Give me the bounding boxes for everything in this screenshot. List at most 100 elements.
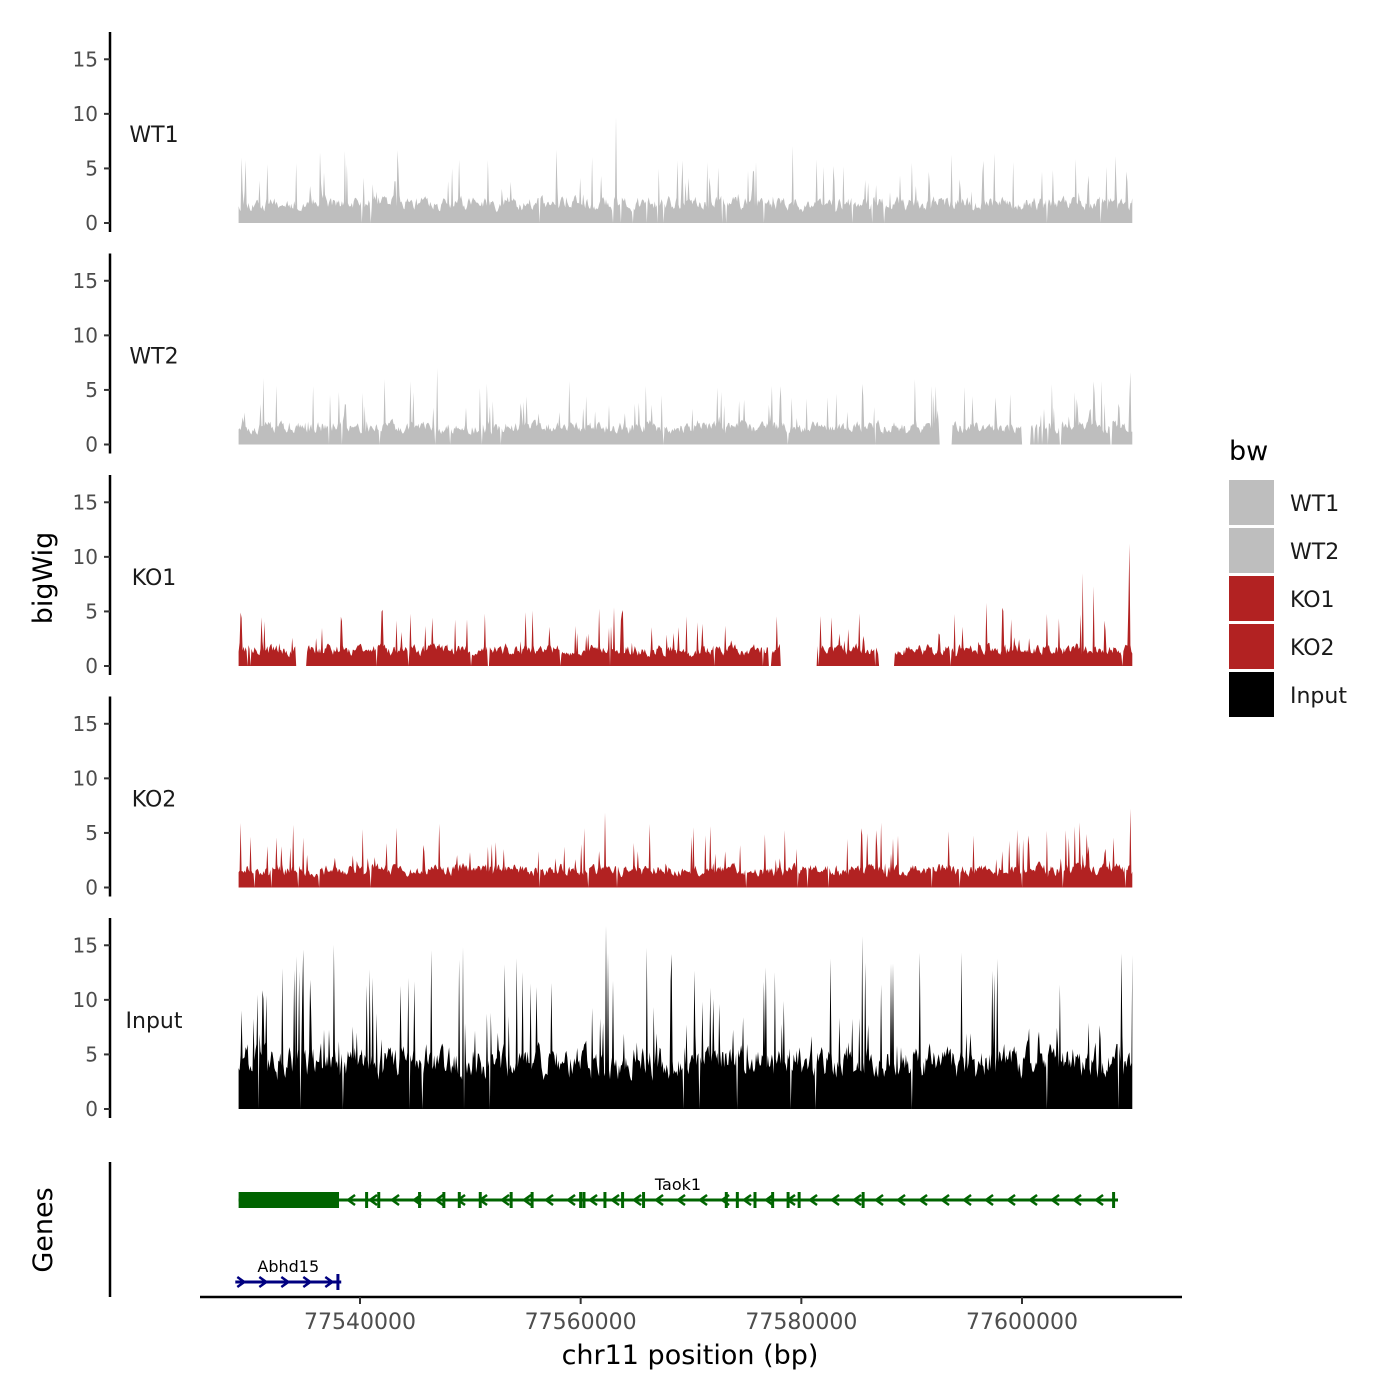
strand-arrow bbox=[324, 1275, 335, 1289]
strand-arrow bbox=[631, 1193, 642, 1207]
legend-key-ko1 bbox=[1229, 576, 1274, 621]
y-tick-label: 0 bbox=[85, 654, 98, 678]
y-tick-label: 10 bbox=[73, 323, 98, 347]
gene-exon bbox=[603, 1192, 607, 1208]
y-tick-label: 5 bbox=[85, 156, 98, 180]
y-axis-title: bigWig bbox=[28, 532, 59, 625]
y-tick-label: 10 bbox=[73, 102, 98, 126]
strand-arrow bbox=[236, 1275, 247, 1289]
y-tick-label: 0 bbox=[85, 876, 98, 900]
y-tick-label: 0 bbox=[85, 211, 98, 235]
strand-arrow bbox=[345, 1193, 356, 1207]
gene-exon bbox=[771, 1192, 775, 1208]
gene-exon bbox=[582, 1192, 586, 1208]
strand-arrow bbox=[829, 1193, 840, 1207]
strand-arrow bbox=[895, 1193, 906, 1207]
strand-arrow bbox=[785, 1193, 796, 1207]
gene-exon bbox=[579, 1192, 583, 1208]
gene-exon bbox=[735, 1192, 739, 1208]
legend-title: bw bbox=[1229, 436, 1268, 467]
x-tick-label: 77600000 bbox=[966, 1310, 1078, 1335]
coverage-area-ko1 bbox=[238, 543, 1133, 666]
legend-label-wt2: WT2 bbox=[1290, 540, 1339, 565]
strand-arrow bbox=[1027, 1193, 1038, 1207]
strand-arrow bbox=[433, 1193, 444, 1207]
gene-name-label: Abhd15 bbox=[257, 1257, 319, 1276]
y-tick-label: 15 bbox=[73, 269, 98, 293]
strand-arrow bbox=[917, 1193, 928, 1207]
strand-arrow bbox=[609, 1193, 620, 1207]
strand-arrow bbox=[477, 1193, 488, 1207]
strand-arrow bbox=[543, 1193, 554, 1207]
gene-exon bbox=[642, 1192, 646, 1208]
strand-arrow bbox=[367, 1193, 378, 1207]
gene-exon bbox=[442, 1192, 446, 1208]
strand-arrow bbox=[389, 1193, 400, 1207]
gene-taok1: Taok1 bbox=[238, 1175, 1119, 1208]
strand-arrow bbox=[873, 1193, 884, 1207]
gene-exon bbox=[365, 1192, 369, 1208]
y-tick-label: 10 bbox=[73, 766, 98, 790]
coverage-area-wt1 bbox=[238, 117, 1133, 223]
gene-abhd15: Abhd15 bbox=[235, 1257, 342, 1290]
legend-label-wt1: WT1 bbox=[1290, 492, 1339, 517]
strand-arrow bbox=[499, 1193, 510, 1207]
strand-arrow bbox=[1005, 1193, 1016, 1207]
gene-exon bbox=[336, 1274, 340, 1290]
strand-arrow bbox=[807, 1193, 818, 1207]
genes-axis-title: Genes bbox=[28, 1187, 59, 1272]
strand-arrow bbox=[280, 1275, 291, 1289]
x-tick-label: 77560000 bbox=[525, 1310, 637, 1335]
y-tick-label: 15 bbox=[73, 490, 98, 514]
x-axis-title: chr11 position (bp) bbox=[562, 1340, 819, 1371]
strand-arrow bbox=[258, 1275, 269, 1289]
track-input: 0 5 10 15 Input bbox=[73, 918, 1133, 1121]
y-tick-label: 10 bbox=[73, 988, 98, 1012]
coverage-area-wt2 bbox=[238, 368, 1133, 445]
gene-exon bbox=[1112, 1192, 1116, 1208]
coverage-area-input bbox=[238, 925, 1133, 1109]
gene-track: Taok1 Abhd15 bbox=[108, 1162, 1119, 1297]
y-tick-label: 15 bbox=[73, 712, 98, 736]
track-label: WT2 bbox=[129, 345, 178, 370]
y-tick-label: 5 bbox=[85, 821, 98, 845]
strand-arrow bbox=[587, 1193, 598, 1207]
legend: bw WT1 WT2 KO1 KO2 Input bbox=[1229, 436, 1347, 717]
legend-label-ko2: KO2 bbox=[1290, 636, 1335, 661]
gene-exon bbox=[418, 1192, 422, 1208]
y-tick-label: 0 bbox=[85, 1097, 98, 1121]
legend-label-ko1: KO1 bbox=[1290, 588, 1335, 613]
strand-arrow bbox=[411, 1193, 422, 1207]
legend-key-wt2 bbox=[1229, 528, 1274, 573]
track-label: KO1 bbox=[132, 566, 177, 591]
strand-arrow bbox=[763, 1193, 774, 1207]
track-label: Input bbox=[126, 1009, 183, 1034]
y-tick-label: 10 bbox=[73, 545, 98, 569]
strand-arrow bbox=[455, 1193, 466, 1207]
strand-arrow bbox=[675, 1193, 686, 1207]
gene-exon bbox=[753, 1192, 757, 1208]
y-tick-label: 5 bbox=[85, 599, 98, 623]
gene-exon bbox=[509, 1192, 513, 1208]
track-wt1: 0 5 10 15 WT1 bbox=[73, 32, 1133, 235]
gene-exon bbox=[530, 1192, 534, 1208]
gene-exon bbox=[377, 1192, 381, 1208]
track-ko2: 0 5 10 15 KO2 bbox=[73, 696, 1133, 900]
strand-arrow bbox=[521, 1193, 532, 1207]
strand-arrow bbox=[1093, 1193, 1104, 1207]
y-tick-label: 0 bbox=[85, 433, 98, 457]
x-axis: 77540000 77560000 77580000 77600000 bbox=[200, 1295, 1182, 1335]
strand-arrow bbox=[1049, 1193, 1060, 1207]
coverage-tracks: 0 5 10 15 WT1 0 5 10 15 WT2 0 5 10 15 KO1 0 5 10 15 KO2 0 5 10… bbox=[73, 32, 1133, 1121]
strand-arrow bbox=[1071, 1193, 1082, 1207]
y-tick-label: 5 bbox=[85, 1042, 98, 1066]
strand-arrow bbox=[719, 1193, 730, 1207]
strand-arrow bbox=[939, 1193, 950, 1207]
legend-label-input: Input bbox=[1290, 684, 1347, 709]
x-tick-label: 77540000 bbox=[304, 1310, 416, 1335]
track-wt2: 0 5 10 15 WT2 bbox=[73, 253, 1133, 457]
strand-arrow bbox=[653, 1193, 664, 1207]
x-tick-label: 77580000 bbox=[745, 1310, 857, 1335]
coverage-area-ko2 bbox=[238, 808, 1133, 888]
